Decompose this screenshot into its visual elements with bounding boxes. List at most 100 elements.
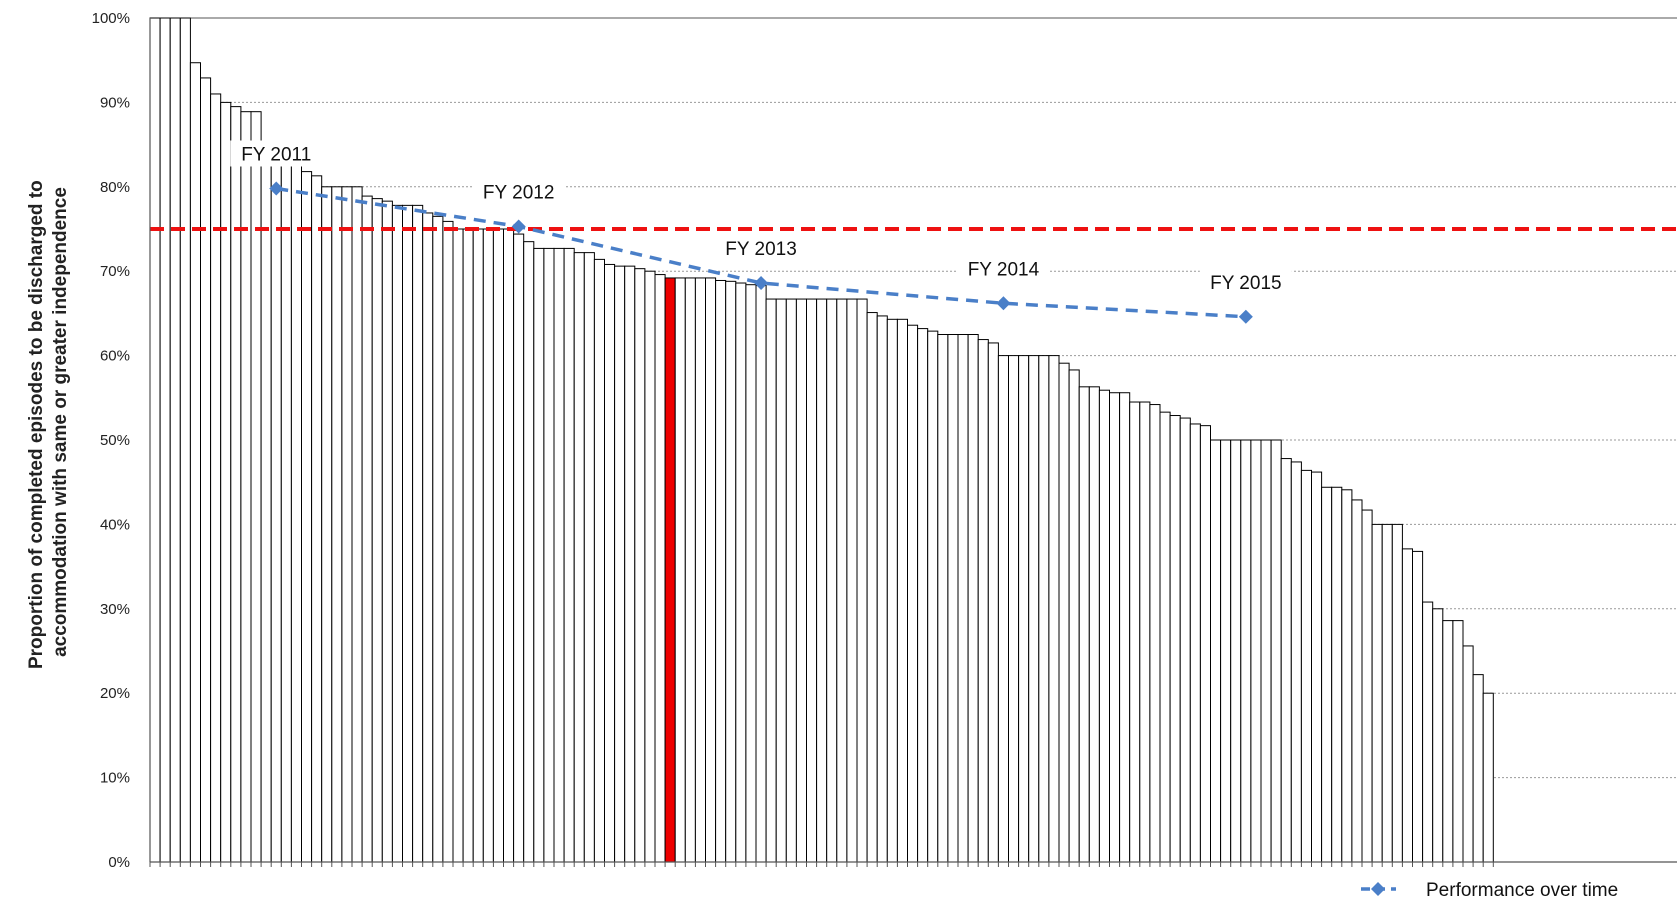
bar [987,342,999,863]
y-tick-label: 90% [100,94,130,111]
y-tick-label: 0% [108,854,130,871]
bar [1179,417,1191,863]
bar [1432,608,1444,863]
bar [482,228,494,863]
bar [240,111,252,863]
bar [311,175,323,863]
bar [836,298,848,863]
fy-label: FY 2012 [483,182,554,203]
bar [422,212,434,863]
bar [1028,355,1040,863]
bar [432,215,444,863]
bar [1391,523,1403,863]
bar [1008,355,1020,863]
bar [1018,355,1030,863]
bar [159,17,171,863]
bar [1250,439,1262,863]
bar [705,277,717,863]
bar [1199,425,1212,863]
bar [280,158,292,863]
bar [341,186,353,863]
bar [1371,523,1383,863]
bar [977,339,989,863]
bar [1381,523,1393,863]
bar [1351,499,1363,863]
bars [149,17,1494,863]
fy-label-background [715,235,808,262]
y-tick-label: 20% [100,685,130,702]
y-tick-label: 40% [100,516,130,533]
bar [1341,489,1353,863]
y-axis-label-line-1: Proportion of completed episodes to be d… [26,180,47,669]
trend-series [269,181,1253,324]
bar [896,318,909,863]
bar [856,298,868,863]
bar [1109,392,1121,863]
bar [1270,439,1282,863]
bar [179,17,191,863]
legend-diamond-marker [1371,882,1385,896]
y-tick-label: 30% [100,601,130,618]
bar [967,334,979,863]
y-tick-labels: 0% 10% 20% 30% 40% 50% 60% 70% 80% 90% 100% [92,10,130,871]
bar [573,252,585,863]
fy-label-background [957,255,1050,282]
bar [684,277,696,863]
bar [846,298,858,863]
bar [523,241,535,863]
bar [402,204,414,863]
bar [1210,439,1222,863]
bar [381,200,393,863]
fy-label-background [230,140,323,167]
bar [1078,386,1090,863]
bar-highlighted [664,277,676,863]
bar [1068,369,1080,863]
bar [947,334,959,863]
bar [371,198,383,863]
bar [1220,439,1232,863]
y-tick-label: 60% [100,348,130,365]
bar [543,247,555,863]
bar [169,17,181,863]
bar [644,270,656,863]
bar [1300,469,1313,863]
bar [614,265,626,863]
fy-label-background [1199,268,1292,295]
bar [492,228,504,863]
bar [210,93,222,863]
fy-labels: FY 2011 FY 2012 FY 2013 FY 2014 FY 2015 [230,140,1292,295]
y-tick-label: 10% [100,770,130,787]
bar [1098,389,1111,863]
bar [1361,509,1373,863]
bar [149,17,161,863]
bar [513,233,525,863]
bar [200,77,212,863]
bar [826,298,838,863]
bar [816,298,828,863]
fy-label: FY 2011 [241,144,311,165]
bar [927,330,939,863]
bar [533,247,545,863]
bar [452,228,464,863]
bar [230,106,242,863]
bar [351,186,363,863]
bar [472,228,484,863]
bar [634,268,646,863]
trend-point [996,296,1011,311]
bar [361,195,373,863]
bar [563,247,575,863]
bar [604,263,616,863]
bar [765,298,777,863]
bar [189,62,201,863]
bar [1401,548,1414,863]
y-tick-label: 70% [100,263,130,280]
bar [1038,355,1050,863]
y-tick-label: 100% [92,10,130,27]
bar [1149,404,1161,863]
trend-point [269,181,284,196]
bar [1462,645,1474,863]
bar [876,315,888,863]
bar [886,318,898,863]
bar [442,220,454,863]
bar [220,101,232,863]
